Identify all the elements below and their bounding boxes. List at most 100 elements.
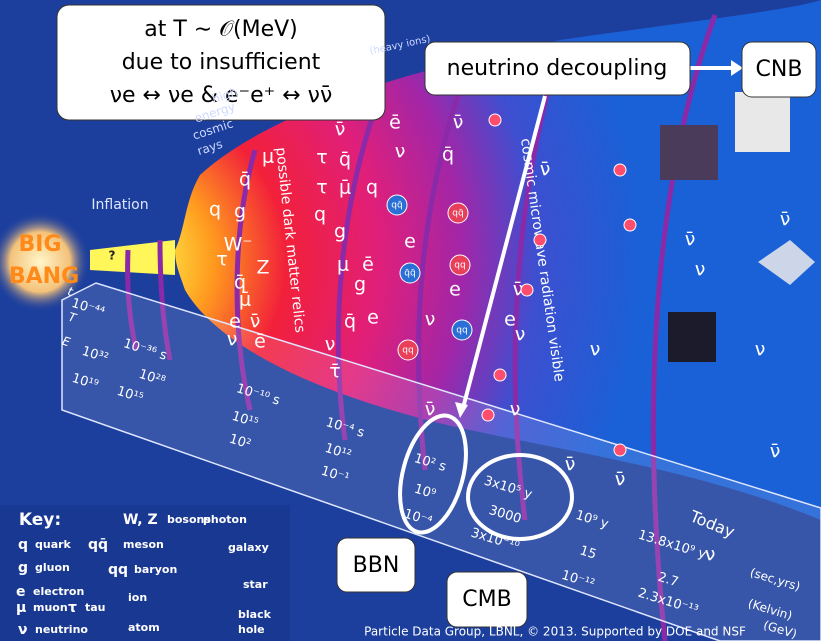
key-label: hole (238, 623, 265, 636)
timeline-value: 15 (578, 543, 598, 562)
particle: ν (705, 544, 716, 566)
big-bang-glow (0, 212, 90, 312)
images (660, 92, 815, 362)
callout-box (56, 4, 386, 121)
meson-label: qq (402, 346, 413, 356)
particle: g (354, 274, 366, 296)
particle: e (449, 279, 461, 301)
question-label: ? (109, 249, 116, 263)
particle: q̄ (442, 144, 454, 166)
particle: q (366, 177, 378, 199)
timeline-row-label: t (66, 284, 76, 299)
particle: e (229, 311, 241, 333)
particle: ν̄ (770, 441, 781, 463)
key-symbol: qq̄ (88, 537, 108, 553)
key-label: gluon (35, 561, 70, 574)
particle: ν̄ (780, 209, 791, 231)
key-label: baryon (134, 563, 177, 576)
thinker-image (735, 92, 790, 152)
callout-line: due to insufficient (122, 50, 321, 75)
black-hole-image (758, 240, 815, 285)
bbn-box (336, 537, 416, 593)
inflation-neck (90, 240, 175, 275)
particle: ν (510, 399, 521, 421)
particle: ν̄ (250, 311, 261, 333)
particle: ν̄ (453, 112, 464, 134)
timeline-value: 10² (227, 432, 252, 453)
particle: μ̄ (239, 289, 251, 311)
particle: ν̄ (513, 279, 524, 301)
meson-label: qq (456, 326, 467, 336)
particle: q̄ (234, 272, 246, 294)
particle: e (404, 231, 416, 253)
particle: ē (254, 331, 266, 353)
particle: ν̄ (335, 119, 346, 141)
particle-dot (613, 163, 627, 177)
particle: μ (262, 146, 274, 168)
meson-label: q̄q̄ (404, 269, 415, 279)
particle: τ̄ (329, 361, 340, 383)
particle: ν (590, 339, 601, 361)
particle: ν̄ (540, 159, 551, 181)
timeline-row-label: E (60, 334, 72, 350)
bbn-label: BBN (353, 553, 400, 578)
inflation-label: Inflation (91, 197, 148, 213)
particle: ē (362, 254, 374, 276)
key-label: photon (203, 513, 247, 526)
meson (451, 319, 473, 341)
galaxy-image (668, 312, 716, 362)
particle: ν̄ (565, 454, 576, 476)
key-label: atom (128, 621, 160, 634)
particle: ν (515, 324, 526, 346)
timeline-value: 2.7 (656, 570, 680, 590)
particle: q (314, 204, 326, 226)
big-label: BIG (18, 232, 61, 257)
particle: Z (256, 257, 269, 279)
particle: μ̄ (339, 177, 351, 199)
particle: ν̄ (425, 399, 436, 421)
cnb-label: CNB (756, 57, 803, 82)
meson (386, 194, 408, 216)
key-symbol: qq (108, 562, 128, 578)
key-symbol: q (18, 537, 28, 553)
particle-dot (613, 443, 627, 457)
particle: q̄ (344, 311, 356, 333)
meson-label: qq (454, 261, 465, 271)
meson-label: qq̄ (391, 201, 402, 211)
callout-line: at T ∼ 𝒪(MeV) (144, 17, 298, 42)
key-label: galaxy (228, 541, 269, 554)
key-title: Key: (19, 510, 61, 530)
particle: τ (216, 249, 227, 271)
timeline-band (61, 282, 821, 641)
arrow-head (455, 402, 468, 418)
particle: g (234, 201, 246, 223)
particle-dot (488, 113, 502, 127)
key-label: meson (123, 538, 164, 551)
credit: Particle Data Group, LBNL, © 2013. Suppo… (364, 625, 746, 639)
particle-dot (493, 368, 507, 382)
key-label: ion (128, 591, 147, 604)
nebula-image (660, 125, 718, 180)
particle: ν (755, 339, 766, 361)
particle: e (504, 309, 516, 331)
meson (399, 262, 421, 284)
decoupling-box (424, 41, 691, 96)
particle: ν̄ (615, 469, 626, 491)
particle: ν (325, 334, 336, 356)
particle: τ (316, 147, 327, 169)
particle-dot (481, 408, 495, 422)
expansion-cone (175, 0, 821, 520)
meson (449, 254, 471, 276)
particle: ν (425, 309, 436, 331)
particle: q̄ (239, 169, 251, 191)
particle: ν (695, 259, 706, 281)
particle: μ (337, 254, 349, 276)
cnb-box (741, 41, 817, 98)
arrow-head (731, 60, 743, 76)
particle: ν (395, 141, 406, 163)
key-panel (0, 505, 290, 641)
decoupling-label: neutrino decoupling (447, 56, 668, 81)
particle-dot (533, 233, 547, 247)
timeline-value: 10⁹ (412, 482, 437, 503)
